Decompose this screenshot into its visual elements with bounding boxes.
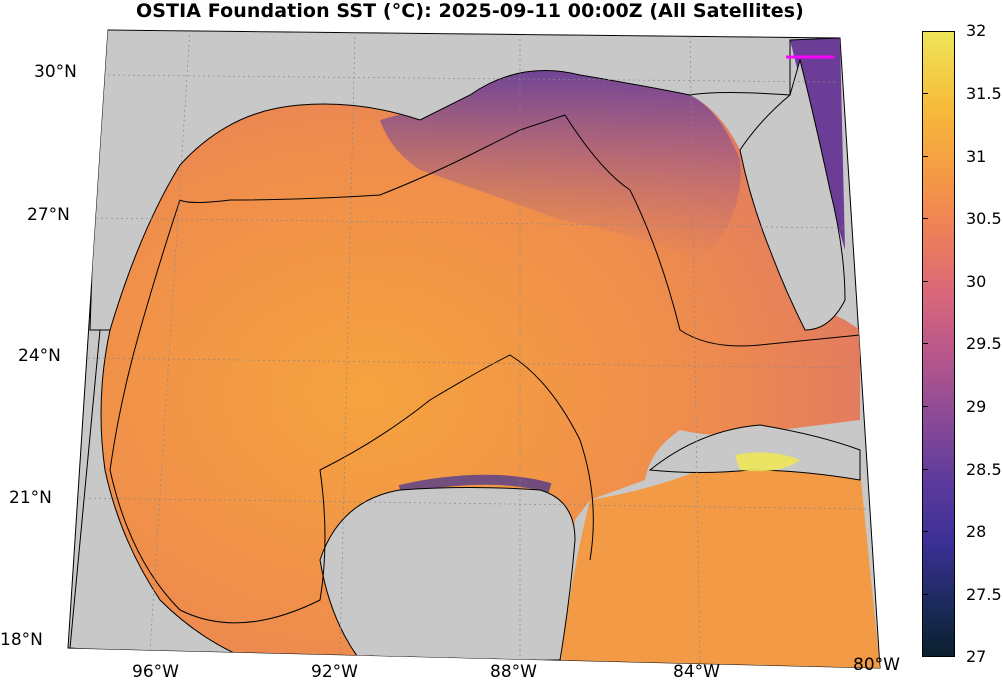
colorbar-tick-27-5: 27.5	[966, 585, 1002, 604]
yucatan-land	[319, 487, 576, 661]
colorbar-tick-32: 32	[966, 21, 987, 40]
colorbar-tick-30-5: 30.5	[966, 209, 1002, 228]
lon-label-96w: 96°W	[132, 662, 179, 682]
colorbar-tick-29: 29	[966, 397, 987, 416]
eez-boundary-2	[109, 199, 594, 624]
cool-streak	[398, 474, 552, 495]
eez-boundary	[179, 114, 861, 347]
us-coast-land	[89, 30, 841, 331]
lon-label-92w: 92°W	[311, 662, 358, 682]
lon-label-84w: 84°W	[673, 662, 720, 682]
colorbar-tick-29-5: 29.5	[966, 334, 1002, 353]
lat-label-27n: 27°N	[27, 205, 70, 225]
lat-label-24n: 24°N	[18, 346, 61, 366]
colorbar-tick-28-5: 28.5	[966, 460, 1002, 479]
florida-land	[739, 58, 846, 331]
cuba-land	[648, 424, 861, 481]
colorbar-tick-28: 28	[966, 522, 987, 541]
graticule	[78, 30, 867, 665]
mexico-land	[69, 329, 251, 661]
caribbean-water	[560, 470, 880, 668]
colorbar-tick-31-5: 31.5	[966, 84, 1002, 103]
lon-label-88w: 88°W	[490, 662, 537, 682]
colorbar-tick-27: 27	[966, 647, 987, 666]
northern-cool-waters	[380, 70, 741, 260]
lat-label-18n: 18°N	[0, 630, 43, 650]
lat-label-21n: 21°N	[9, 488, 52, 508]
colorbar-tick-30: 30	[966, 272, 987, 291]
map-title: OSTIA Foundation SST (°C): 2025-09-11 00…	[136, 0, 804, 22]
lon-label-80w: 80°W	[853, 655, 900, 675]
lat-label-30n: 30°N	[34, 62, 77, 82]
colorbar	[922, 31, 955, 657]
cuba-warm-patch	[735, 452, 800, 472]
colorbar-tick-31: 31	[966, 147, 987, 166]
